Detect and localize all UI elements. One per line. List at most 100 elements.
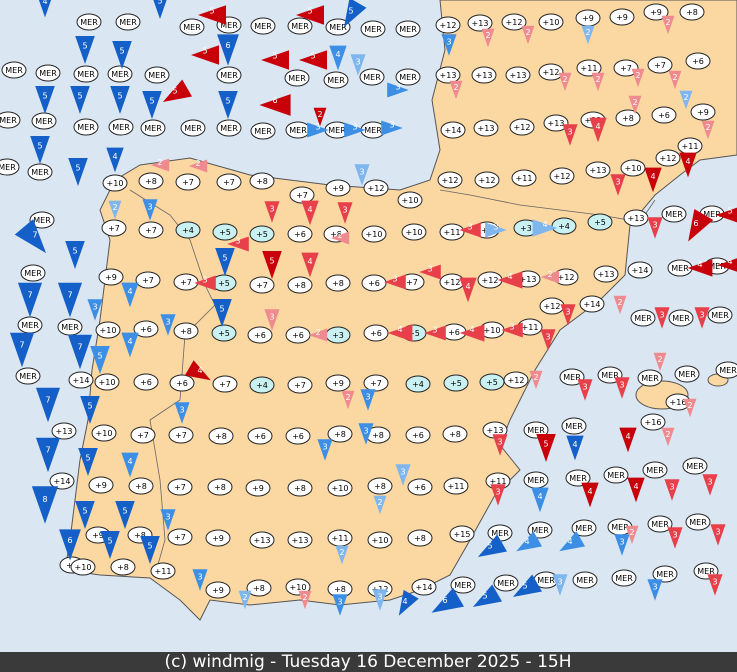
temperature: +13 <box>440 71 457 80</box>
temperature-bubble <box>679 3 705 21</box>
temperature-bubble <box>285 427 311 445</box>
sea-label-bubble <box>715 361 737 379</box>
wind-arrow: 4 <box>627 477 645 503</box>
wind-speed: 2 <box>665 430 670 439</box>
wind-speed: 2 <box>377 498 382 507</box>
temperature-bubble <box>411 578 437 596</box>
wind-triangle <box>398 589 419 616</box>
wind-speed: 3 <box>707 477 712 486</box>
temperature-bubble <box>471 66 497 84</box>
sea-label-bubble <box>73 65 99 83</box>
wind-speed: 5 <box>487 541 492 550</box>
wind-speed: 3 <box>269 204 274 213</box>
temperature-bubble <box>325 274 351 292</box>
temperature: +8 <box>449 430 461 439</box>
wind-triangle <box>335 545 349 565</box>
sea-label: MER <box>111 70 129 79</box>
temperature-bubble <box>443 374 469 392</box>
wind-triangle <box>694 307 710 329</box>
temperature-bubble <box>287 479 313 497</box>
wind-speed: 7 <box>32 230 37 239</box>
wind-triangle <box>516 531 543 552</box>
sea-label-bubble <box>565 469 591 487</box>
wind-triangle <box>215 248 235 276</box>
wind-triangle <box>317 439 333 461</box>
wind-arrow: 3 <box>667 527 683 549</box>
temperature-bubble <box>135 271 161 289</box>
wind-speed: 2 <box>562 75 567 84</box>
wind-arrow: 5 <box>30 136 50 164</box>
temperature-bubble <box>287 531 313 549</box>
temperature: +12 <box>543 68 560 77</box>
wind-speed: 4 <box>633 482 638 491</box>
sea-label: MER <box>39 69 57 78</box>
temperature-bubble <box>88 476 114 494</box>
wind-triangle <box>477 534 508 557</box>
wind-speed: 3 <box>509 322 514 331</box>
wind-arrow: 3 <box>614 534 630 556</box>
wind-arrow: 2 <box>373 495 387 515</box>
temperature: +7 <box>142 276 154 285</box>
sea-label-bubble <box>668 309 694 327</box>
sea-label: MER <box>220 21 238 30</box>
wind-arrow: 2 <box>668 70 682 90</box>
wind-arrow: 4 <box>387 324 413 342</box>
wind-arrow: 2 <box>683 398 697 418</box>
wind-speed: 4 <box>307 257 312 266</box>
wind-triangle <box>38 0 52 18</box>
sea-label: MER <box>711 311 729 320</box>
sea-label-bubble <box>216 66 242 84</box>
wind-speed: 4 <box>567 537 572 546</box>
wind-triangle <box>683 398 697 418</box>
wind-speed: 2 <box>112 203 117 212</box>
sea-label-bubble <box>144 66 170 84</box>
sea-label-bubble <box>76 13 102 31</box>
wind-speed: 3 <box>392 274 397 283</box>
wind-triangle <box>661 15 675 35</box>
wind-speed: 2 <box>345 393 350 402</box>
wind-speed: 5 <box>348 6 353 15</box>
wind-arrow: 2 <box>313 107 327 127</box>
temperature-bubble <box>405 375 431 393</box>
temperature: +10 <box>366 230 383 239</box>
wind-speed: 5 <box>225 96 230 105</box>
temperature: +10 <box>290 583 307 592</box>
wind-speed: 3 <box>699 310 704 319</box>
temperature: +3 <box>332 331 344 340</box>
sea-label-bubble <box>652 565 678 583</box>
wind-triangle <box>679 90 693 110</box>
sea-label-bubble <box>250 17 276 35</box>
temperature-bubble <box>211 324 237 342</box>
wind-speed: 5 <box>37 141 42 150</box>
temperature: +6 <box>140 325 152 334</box>
sea-label-bubble <box>0 111 21 129</box>
wind-speed: 3 <box>395 82 400 91</box>
temperature: +12 <box>514 123 531 132</box>
wind-triangle <box>344 0 367 28</box>
wind-speed: 3 <box>493 222 498 231</box>
temperature: +13 <box>510 71 527 80</box>
sea-label: MER <box>184 124 202 133</box>
wind-triangle <box>710 524 726 546</box>
wind-triangle <box>384 274 406 290</box>
wind-arrow: 3 <box>419 264 441 280</box>
sea-label-bubble <box>179 18 205 36</box>
temperature-bubble <box>435 16 461 34</box>
wind-arrow: 5 <box>35 86 55 114</box>
temperature: +12 <box>442 176 459 185</box>
temperature: +7 <box>620 64 632 73</box>
wind-arrow: 5 <box>142 91 162 119</box>
temperature: +10 <box>402 196 419 205</box>
wind-speed: 3 <box>389 120 394 129</box>
wind-arrow: 5 <box>75 36 95 64</box>
temperature-bubble <box>175 173 201 191</box>
wind-arrow: 2 <box>238 590 252 610</box>
wind-triangle <box>17 282 43 318</box>
temperature: +13 <box>56 427 73 436</box>
wind-arrow: 5 <box>212 299 232 327</box>
wind-speed: 3 <box>342 205 347 214</box>
wind-arrow: 3 <box>552 574 568 596</box>
temperature: +14 <box>445 126 462 135</box>
wind-triangle <box>540 329 556 351</box>
wind-arrow: 2 <box>540 270 560 284</box>
